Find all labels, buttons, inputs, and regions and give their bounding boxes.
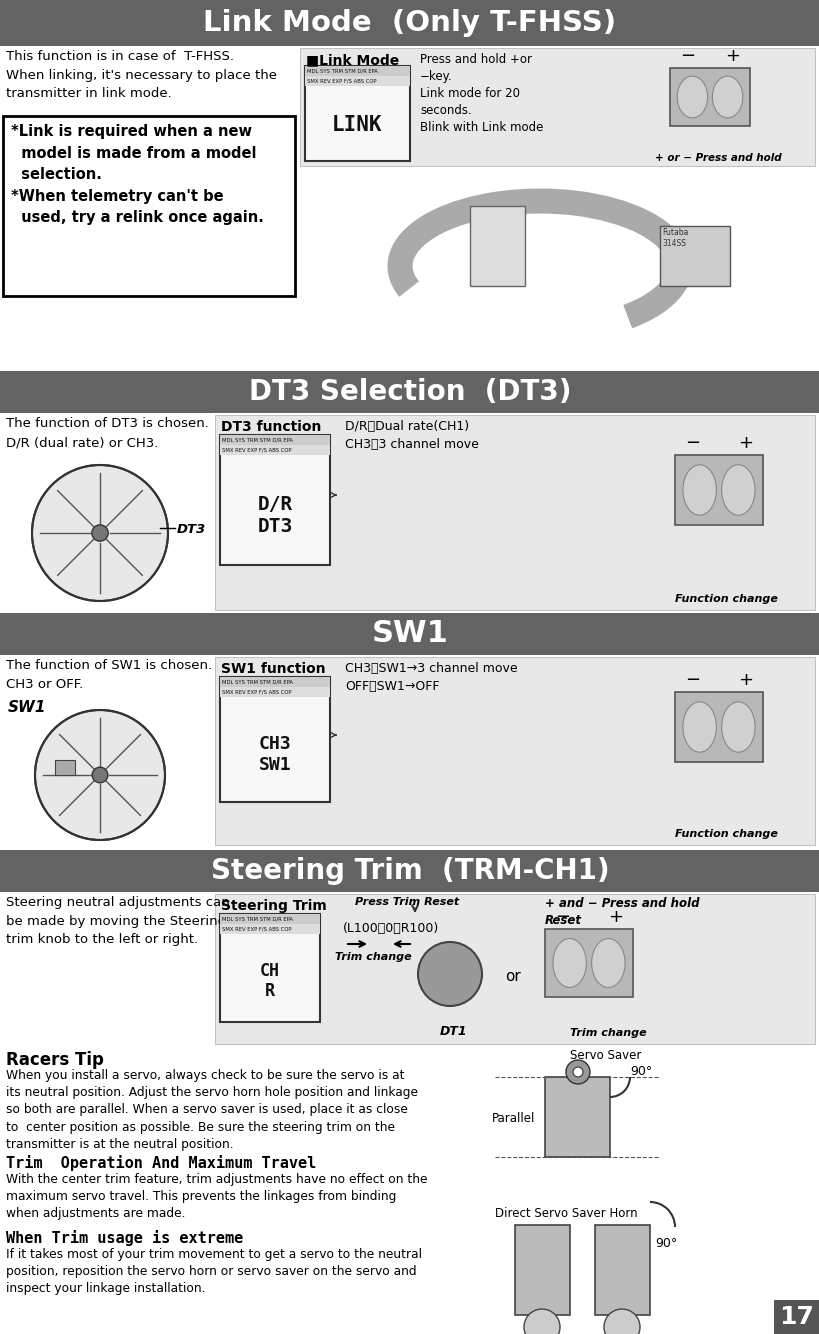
Text: With the center trim feature, trim adjustments have no effect on the
maximum ser: With the center trim feature, trim adjus… xyxy=(6,1173,427,1221)
Text: Trim change: Trim change xyxy=(569,1029,646,1038)
Bar xyxy=(595,1225,649,1315)
Text: Direct Servo Saver Horn: Direct Servo Saver Horn xyxy=(495,1207,637,1221)
Text: The function of DT3 is chosen.
D/R (dual rate) or CH3.: The function of DT3 is chosen. D/R (dual… xyxy=(6,418,209,450)
Text: When Trim usage is extreme: When Trim usage is extreme xyxy=(6,1230,243,1246)
Text: This function is in case of  T-FHSS.
When linking, it's necessary to place the
t: This function is in case of T-FHSS. When… xyxy=(6,49,277,100)
Ellipse shape xyxy=(721,702,754,752)
Bar xyxy=(0,1047,819,1334)
Bar xyxy=(219,914,319,924)
Ellipse shape xyxy=(721,464,754,515)
Bar xyxy=(514,1225,569,1315)
Bar xyxy=(219,446,329,455)
Bar xyxy=(219,676,329,687)
Bar xyxy=(215,415,814,610)
Text: or: or xyxy=(505,968,520,984)
Bar xyxy=(545,1077,609,1157)
Text: Steering Trim: Steering Trim xyxy=(221,899,326,912)
Text: CH3：SW1→3 channel move
OFF：SW1→OFF: CH3：SW1→3 channel move OFF：SW1→OFF xyxy=(345,662,517,692)
Text: MDL SYS TRM STM D/R EPA: MDL SYS TRM STM D/R EPA xyxy=(222,438,292,443)
Ellipse shape xyxy=(682,702,716,752)
Text: If it takes most of your trim movement to get a servo to the neutral
position, r: If it takes most of your trim movement t… xyxy=(6,1249,422,1295)
Text: Steering Trim  (TRM-CH1): Steering Trim (TRM-CH1) xyxy=(210,856,609,884)
Circle shape xyxy=(92,524,108,542)
Text: CH3
SW1: CH3 SW1 xyxy=(258,735,291,774)
Text: +: + xyxy=(737,434,752,452)
Text: +: + xyxy=(737,671,752,688)
Ellipse shape xyxy=(712,76,742,117)
Text: SMX REV EXP F/S ABS COP: SMX REV EXP F/S ABS COP xyxy=(222,927,291,931)
Text: +: + xyxy=(607,908,622,926)
Bar xyxy=(55,760,75,775)
Text: D/R：Dual rate(CH1)
CH3：3 channel move: D/R：Dual rate(CH1) CH3：3 channel move xyxy=(345,420,478,451)
Bar xyxy=(0,414,819,614)
Text: Racers Tip: Racers Tip xyxy=(6,1051,104,1069)
Ellipse shape xyxy=(552,939,586,987)
Circle shape xyxy=(35,710,165,840)
Circle shape xyxy=(32,466,168,602)
Text: ■Link Mode: ■Link Mode xyxy=(305,53,399,67)
Bar xyxy=(215,658,814,844)
Ellipse shape xyxy=(591,939,624,987)
Text: *Link is required when a new
  model is made from a model
  selection.
*When tel: *Link is required when a new model is ma… xyxy=(11,124,264,225)
Text: LINK: LINK xyxy=(332,115,382,135)
Bar xyxy=(659,225,729,285)
Text: Trim  Operation And Maximum Travel: Trim Operation And Maximum Travel xyxy=(6,1155,316,1171)
Bar xyxy=(469,205,524,285)
Bar xyxy=(0,45,819,371)
Text: Futaba
314SS: Futaba 314SS xyxy=(661,228,687,248)
Text: Parallel: Parallel xyxy=(491,1113,535,1125)
Text: −: − xyxy=(679,47,695,65)
Text: SW1: SW1 xyxy=(371,619,448,648)
Text: −: − xyxy=(554,908,569,926)
Bar xyxy=(0,655,819,850)
Bar xyxy=(3,116,295,296)
Bar xyxy=(219,435,329,446)
Bar xyxy=(674,455,762,526)
Bar xyxy=(215,894,814,1045)
Text: + and − Press and hold
Reset: + and − Press and hold Reset xyxy=(545,896,699,927)
Circle shape xyxy=(572,1067,582,1077)
Text: 90°: 90° xyxy=(629,1065,651,1078)
Bar xyxy=(545,928,632,996)
Text: Press and hold +or
−key.
Link mode for 20
seconds.
Blink with Link mode: Press and hold +or −key. Link mode for 2… xyxy=(419,53,543,133)
Bar xyxy=(300,48,814,165)
Text: When you install a servo, always check to be sure the servo is at
its neutral po: When you install a servo, always check t… xyxy=(6,1069,418,1151)
Bar xyxy=(669,68,749,125)
Bar xyxy=(219,924,319,934)
Text: + or − Press and hold: + or − Press and hold xyxy=(654,153,781,163)
Text: 17: 17 xyxy=(779,1305,813,1329)
Text: Link Mode  (Only T-FHSS): Link Mode (Only T-FHSS) xyxy=(203,9,616,37)
Text: (L100＾0＾R100): (L100＾0＾R100) xyxy=(342,922,439,935)
Text: The function of SW1 is chosen.
CH3 or OFF.: The function of SW1 is chosen. CH3 or OF… xyxy=(6,659,212,691)
Circle shape xyxy=(604,1309,639,1334)
Bar xyxy=(219,914,319,1022)
Text: SMX REV EXP F/S ABS COP: SMX REV EXP F/S ABS COP xyxy=(306,79,376,84)
Text: MDL SYS TRM STM D/R EPA: MDL SYS TRM STM D/R EPA xyxy=(306,68,378,73)
Text: SW1 function: SW1 function xyxy=(221,662,325,676)
Text: SMX REV EXP F/S ABS COP: SMX REV EXP F/S ABS COP xyxy=(222,447,291,452)
Bar xyxy=(0,371,819,414)
Text: DT3 Selection  (DT3): DT3 Selection (DT3) xyxy=(248,378,571,406)
Bar xyxy=(219,676,329,802)
Text: DT3 function: DT3 function xyxy=(221,420,321,434)
Text: +: + xyxy=(724,47,739,65)
Text: −: − xyxy=(684,434,699,452)
Text: MDL SYS TRM STM D/R EPA: MDL SYS TRM STM D/R EPA xyxy=(222,916,292,922)
Circle shape xyxy=(523,1309,559,1334)
Text: Trim change: Trim change xyxy=(335,952,411,962)
Bar xyxy=(219,435,329,566)
Circle shape xyxy=(565,1061,590,1085)
Bar xyxy=(305,65,410,161)
Text: SW1: SW1 xyxy=(8,700,47,715)
Text: −: − xyxy=(684,671,699,688)
Circle shape xyxy=(418,942,482,1006)
Text: Servo Saver: Servo Saver xyxy=(569,1049,640,1062)
Bar xyxy=(0,0,819,45)
Bar xyxy=(219,687,329,696)
Bar xyxy=(773,1301,819,1334)
Text: CH
R: CH R xyxy=(260,962,279,1000)
Text: D/R
DT3: D/R DT3 xyxy=(257,495,292,536)
Text: Steering neutral adjustments can
be made by moving the Steering
trim knob to the: Steering neutral adjustments can be made… xyxy=(6,896,229,946)
Bar xyxy=(305,76,410,85)
Bar xyxy=(305,65,410,76)
